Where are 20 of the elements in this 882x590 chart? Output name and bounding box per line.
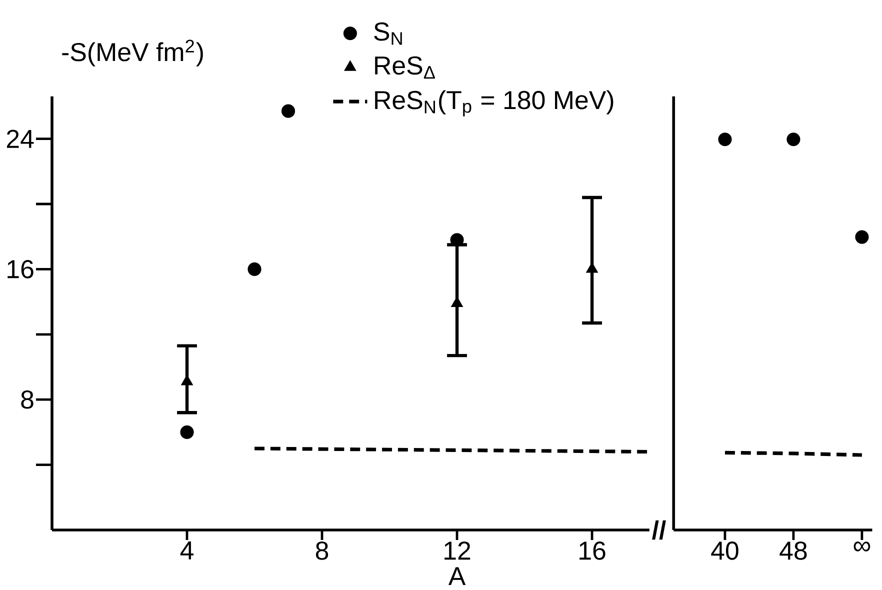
point [450,233,464,247]
text: // [652,520,666,540]
x-tick-label: 48 [780,542,807,560]
x-tick-label: 8 [316,542,328,560]
legend-label: S$_{N}$ [374,22,402,45]
point [281,104,296,118]
x-tick-label: 4 [180,542,194,560]
point [180,425,194,439]
legend-label: ReS$_{N}$(T$_{p}$ = 180 MeV) [375,90,614,116]
y-tick-label: 16 [8,260,34,278]
x-tick-label: 40 [711,542,738,560]
legend-label: ReS$_{Δ}$ [375,56,435,79]
point [248,262,262,276]
y-axis-title: -S(MeV fm$^{2}$) [62,40,203,66]
x-tick-label: 16 [580,542,606,560]
y-tick-label: 8 [21,390,34,409]
x-axis-title: A [448,567,466,586]
y-tick-label: 24 [6,130,34,148]
x-tick-label: 12 [444,542,470,560]
x-tick-label: ∞ [854,542,870,552]
